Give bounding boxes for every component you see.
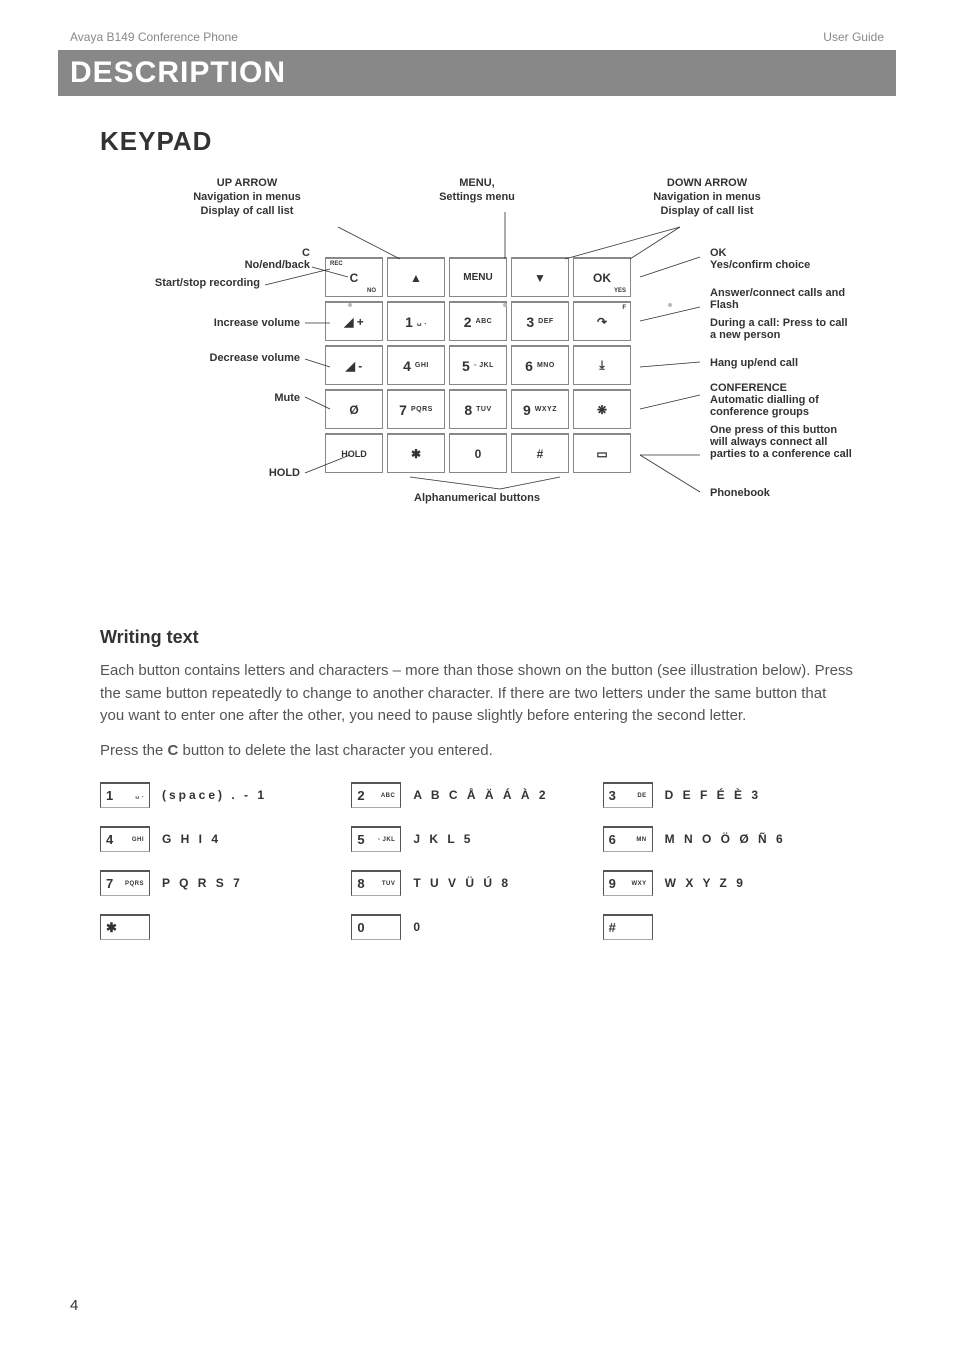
char-cell-3: 3DE D E F É È 3 [603, 782, 854, 808]
key-5: 5▫ JKL [449, 345, 507, 385]
writing-p1: Each button contains letters and charact… [100, 660, 854, 728]
key-9: 9WXYZ [511, 389, 569, 429]
char-label-3: D E F É È 3 [665, 788, 761, 802]
small-key-4: 4GHI [100, 826, 150, 852]
label-c: C No/end/back [110, 247, 310, 271]
small-key-1: 1␣ . [100, 782, 150, 808]
label-hang: Hang up/end call [710, 357, 954, 369]
label-rec: Start/stop recording [60, 277, 260, 289]
small-key-8: 8TUV [351, 870, 401, 896]
section-title: KEYPAD [100, 126, 884, 157]
label-conference: CONFERENCE Automatic dialling of confere… [710, 382, 954, 460]
char-cell-6: 6MN M N O Ö Ø Ñ 6 [603, 826, 854, 852]
small-key-7: 7PQRS [100, 870, 150, 896]
writing-title: Writing text [100, 627, 854, 648]
key-menu: MENU [449, 257, 507, 297]
key-ok: OK YES [573, 257, 631, 297]
key-4: 4GHI [387, 345, 445, 385]
char-cell-#: # [603, 914, 854, 940]
keypad-grid: REC C NO MENU OK YES ◢ + 1␣ . 2ABC 3DEF … [325, 257, 693, 473]
key-7: 7PQRS [387, 389, 445, 429]
char-label-1: (space) . - 1 [162, 788, 267, 802]
key-flash: F ↷ [573, 301, 631, 341]
label-up-arrow: UP ARROW Navigation in menus Display of … [162, 177, 332, 217]
key-2: 2ABC [449, 301, 507, 341]
char-cell-4: 4GHI G H I 4 [100, 826, 351, 852]
char-cell-2: 2ABC A B C Å Ä Á À 2 [351, 782, 602, 808]
keypad-diagram: UP ARROW Navigation in menus Display of … [70, 177, 884, 597]
header-right: User Guide [823, 30, 884, 44]
label-vol-up: Increase volume [100, 317, 300, 329]
caption-alphanumerical: Alphanumerical buttons [70, 492, 884, 504]
key-hang: ⤓ [573, 345, 631, 385]
small-key-#: # [603, 914, 653, 940]
page-number: 4 [70, 1297, 78, 1314]
key-8: 8TUV [449, 389, 507, 429]
char-label-0: 0 [413, 920, 423, 934]
small-key-3: 3DE [603, 782, 653, 808]
key-up [387, 257, 445, 297]
key-mute: Ø [325, 389, 383, 429]
small-key-2: 2ABC [351, 782, 401, 808]
char-cell-1: 1␣ . (space) . - 1 [100, 782, 351, 808]
key-1: 1␣ . [387, 301, 445, 341]
label-hold: HOLD [100, 467, 300, 479]
char-label-6: M N O Ö Ø Ñ 6 [665, 832, 786, 846]
char-label-4: G H I 4 [162, 832, 221, 846]
small-key-0: 0 [351, 914, 401, 940]
key-6: 6MNO [511, 345, 569, 385]
key-hash: # [511, 433, 569, 473]
char-label-8: T U V Ü Ú 8 [413, 876, 511, 890]
header-left: Avaya B149 Conference Phone [70, 30, 238, 44]
key-star: ✱ [387, 433, 445, 473]
key-down [511, 257, 569, 297]
char-cell-✱: ✱ [100, 914, 351, 940]
label-flash: Answer/connect calls and Flash During a … [710, 287, 954, 341]
char-cell-9: 9WXY W X Y Z 9 [603, 870, 854, 896]
key-hold: HOLD [325, 433, 383, 473]
key-0: 0 [449, 433, 507, 473]
key-3: 3DEF [511, 301, 569, 341]
key-vol-dn: ◢ - [325, 345, 383, 385]
key-phonebook: ▭ [573, 433, 631, 473]
char-map-grid: 1␣ . (space) . - 1 2ABC A B C Å Ä Á À 2 3DE D… [100, 782, 854, 940]
small-key-✱: ✱ [100, 914, 150, 940]
key-c: REC C NO [325, 257, 383, 297]
small-key-9: 9WXY [603, 870, 653, 896]
char-cell-8: 8TUV T U V Ü Ú 8 [351, 870, 602, 896]
char-label-2: A B C Å Ä Á À 2 [413, 788, 548, 802]
char-label-5: J K L 5 [413, 832, 473, 846]
char-label-7: P Q R S 7 [162, 876, 243, 890]
label-vol-dn: Decrease volume [100, 352, 300, 364]
small-key-6: 6MN [603, 826, 653, 852]
key-conference: ❋ [573, 389, 631, 429]
label-down-arrow: DOWN ARROW Navigation in menus Display o… [622, 177, 792, 217]
writing-p2: Press the C button to delete the last ch… [100, 740, 854, 763]
char-cell-5: 5▫ JKL J K L 5 [351, 826, 602, 852]
label-mute: Mute [100, 392, 300, 404]
label-menu: MENU, Settings menu [392, 177, 562, 217]
label-ok: OK Yes/confirm choice [710, 247, 954, 271]
small-key-5: 5▫ JKL [351, 826, 401, 852]
key-vol-up: ◢ + [325, 301, 383, 341]
page-banner: DESCRIPTION [58, 50, 896, 96]
char-label-9: W X Y Z 9 [665, 876, 746, 890]
char-cell-7: 7PQRS P Q R S 7 [100, 870, 351, 896]
char-cell-0: 00 [351, 914, 602, 940]
